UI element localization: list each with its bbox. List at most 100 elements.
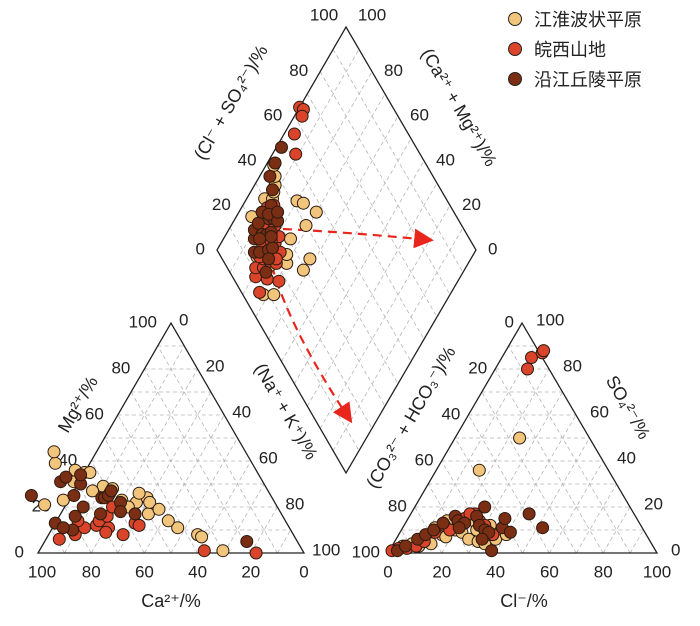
anion-point bbox=[522, 507, 536, 521]
grid-line bbox=[414, 345, 536, 554]
grid-line bbox=[629, 529, 644, 554]
trend-arrow-right bbox=[282, 227, 434, 249]
tick-label: 20 bbox=[644, 494, 663, 513]
grid-line bbox=[508, 345, 631, 554]
cation-point bbox=[56, 493, 70, 507]
tick-label: 20 bbox=[462, 195, 481, 214]
cation-point bbox=[68, 509, 82, 523]
tick-label: 0 bbox=[671, 540, 680, 559]
tick-label: 80 bbox=[289, 61, 308, 80]
legend-item: 沿江丘陵平原 bbox=[508, 64, 642, 94]
anion-point bbox=[399, 539, 412, 553]
grid-line bbox=[268, 160, 399, 385]
diamond-point bbox=[253, 285, 267, 299]
tick-label: 80 bbox=[563, 356, 582, 375]
diamond-point bbox=[268, 156, 282, 170]
grid-line bbox=[294, 115, 425, 340]
grid-line bbox=[90, 460, 145, 554]
diamond-point bbox=[299, 219, 313, 232]
cation-point bbox=[197, 544, 211, 558]
cation-point bbox=[76, 500, 90, 514]
grid-line bbox=[130, 391, 225, 554]
tick-label: 20 bbox=[241, 562, 260, 581]
legend-swatch bbox=[508, 12, 522, 26]
anion-point bbox=[498, 512, 512, 525]
tick-label: 0 bbox=[196, 239, 205, 258]
grid-line bbox=[319, 205, 451, 429]
grid-line bbox=[549, 460, 604, 554]
cation-point bbox=[132, 486, 146, 500]
cation-point bbox=[48, 456, 62, 470]
diamond-point bbox=[287, 127, 301, 141]
anion-point bbox=[452, 521, 466, 535]
diamond-point bbox=[251, 216, 265, 230]
tick-label: 20 bbox=[206, 356, 225, 375]
cation-point bbox=[161, 514, 175, 528]
tick-label: 100 bbox=[312, 540, 340, 559]
cation-point bbox=[128, 507, 142, 521]
grid-line bbox=[319, 71, 451, 295]
anion-point bbox=[513, 431, 527, 445]
diamond-point bbox=[289, 147, 303, 161]
diamond-point bbox=[266, 183, 279, 197]
anion-point bbox=[537, 344, 551, 358]
grid-line bbox=[306, 182, 438, 407]
grid-line bbox=[170, 437, 238, 554]
tick-label: 80 bbox=[111, 358, 130, 377]
tick-label: 40 bbox=[486, 562, 505, 581]
grid-line bbox=[481, 391, 577, 554]
grid-line bbox=[64, 345, 185, 554]
tick-label: 60 bbox=[259, 448, 278, 467]
anion-point bbox=[521, 362, 534, 376]
diamond-point bbox=[266, 241, 279, 255]
tick-label: 60 bbox=[85, 404, 104, 423]
cation-point bbox=[116, 528, 130, 542]
cation-point bbox=[59, 470, 73, 484]
cation-point bbox=[99, 525, 113, 539]
grid-line bbox=[494, 368, 604, 554]
grid-line bbox=[157, 345, 278, 554]
grid-line bbox=[144, 368, 252, 554]
cation-point bbox=[171, 521, 185, 535]
diamond-point bbox=[263, 169, 277, 183]
diamond-point bbox=[271, 205, 285, 219]
tick-label: 80 bbox=[82, 562, 101, 581]
tick-label: 40 bbox=[436, 150, 455, 169]
anion-point bbox=[536, 521, 550, 535]
grid-line bbox=[250, 506, 278, 554]
tick-label: 60 bbox=[135, 562, 154, 581]
tick-label: 100 bbox=[129, 312, 157, 331]
tick-label: 100 bbox=[536, 310, 564, 329]
axis-label: SO₄²⁻/% bbox=[602, 372, 654, 443]
legend: 江淮波状平原 皖西山地 沿江丘陵平原 bbox=[508, 4, 642, 94]
tick-label: 0 bbox=[505, 312, 514, 331]
diamond-point bbox=[262, 252, 276, 266]
legend-swatch bbox=[508, 42, 522, 56]
tick-label: 0 bbox=[15, 542, 24, 561]
grid-line bbox=[77, 483, 119, 554]
cation-point bbox=[104, 484, 118, 498]
cation-point bbox=[47, 445, 61, 459]
diamond-point bbox=[284, 232, 297, 246]
cation-point bbox=[195, 530, 209, 544]
tick-label: 40 bbox=[188, 562, 207, 581]
legend-label: 江淮波状平原 bbox=[534, 10, 642, 31]
diamond-point bbox=[264, 230, 278, 244]
cation-point bbox=[24, 489, 38, 502]
diamond-point bbox=[296, 263, 310, 277]
cation-point bbox=[52, 532, 66, 546]
tick-label: 20 bbox=[212, 195, 231, 214]
diamond-point bbox=[309, 205, 323, 219]
cation-point bbox=[38, 498, 52, 512]
tick-label: 100 bbox=[358, 5, 386, 24]
tick-label: 100 bbox=[643, 562, 671, 581]
tick-label: 60 bbox=[263, 106, 282, 125]
grid-line bbox=[268, 115, 399, 340]
legend-label: 皖西山地 bbox=[534, 40, 606, 61]
grid-line bbox=[468, 414, 550, 554]
diamond-point bbox=[267, 288, 281, 302]
tick-label: 40 bbox=[617, 448, 636, 467]
diamond-point bbox=[275, 140, 288, 154]
